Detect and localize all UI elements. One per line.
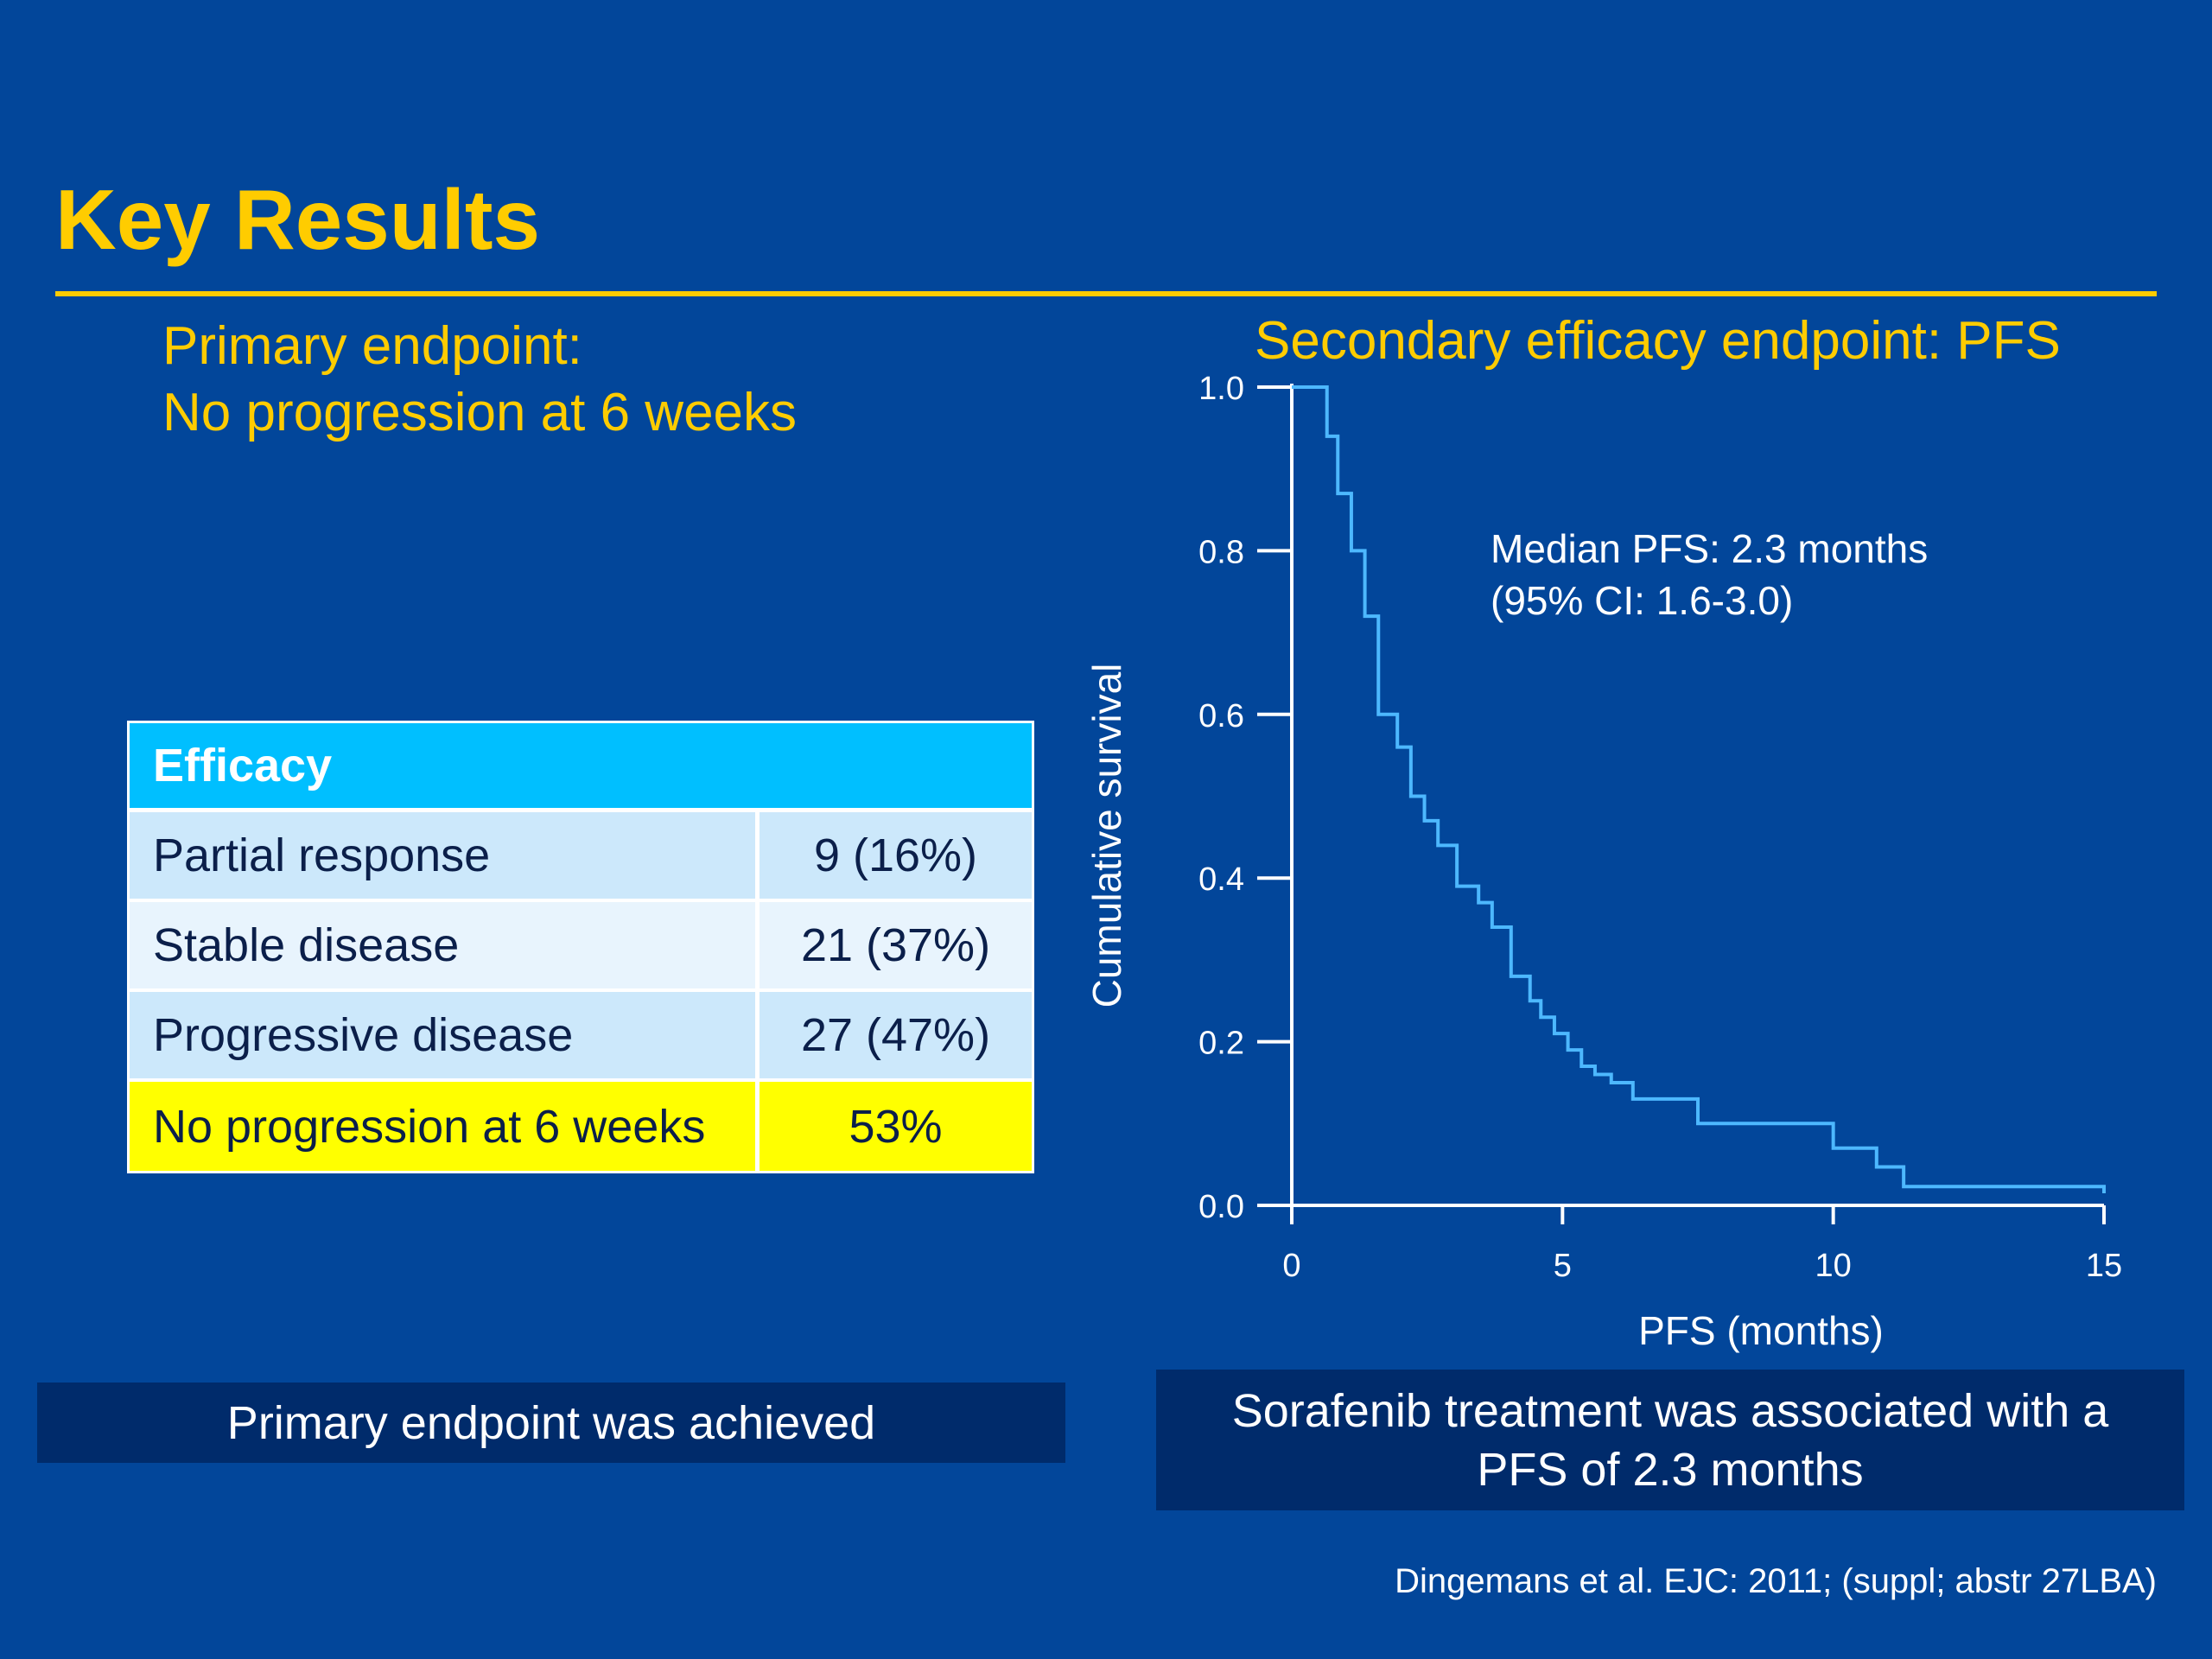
table-header-cell: Efficacy bbox=[153, 740, 333, 791]
primary-heading-line1: Primary endpoint: bbox=[162, 316, 582, 376]
row-label: No progression at 6 weeks bbox=[130, 1082, 755, 1171]
efficacy-table: Efficacy Partial response 9 (16%) Stable… bbox=[127, 721, 1034, 1173]
ci-annotation: (95% CI: 1.6-3.0) bbox=[1491, 578, 1793, 623]
y-tick-label: 0.0 bbox=[1198, 1189, 1244, 1225]
chart-axes bbox=[1257, 384, 2104, 1207]
callout-left-text: Primary endpoint was achieved bbox=[226, 1396, 876, 1449]
x-tick-label: 15 bbox=[2086, 1248, 2122, 1284]
table-header-row: Efficacy bbox=[130, 723, 1032, 808]
pfs-chart: 0.0 0.2 0.4 0.6 0.8 1.0 0 5 10 15 Median PFS: 2.3… bbox=[1089, 371, 2122, 1353]
row-value: 27 (47%) bbox=[760, 992, 1032, 1078]
chart-ticks bbox=[1257, 385, 2106, 1224]
x-tick-label: 0 bbox=[1282, 1248, 1300, 1284]
chart-tick-labels: 0.0 0.2 0.4 0.6 0.8 1.0 0 5 10 15 bbox=[1198, 371, 2122, 1284]
y-tick-label: 1.0 bbox=[1198, 371, 1244, 407]
row-label: Stable disease bbox=[130, 902, 755, 988]
median-pfs-annotation: Median PFS: 2.3 months bbox=[1491, 526, 1928, 571]
primary-endpoint-callout: Primary endpoint was achieved bbox=[37, 1382, 1065, 1463]
citation: Dingemans et al. EJC: 2011; (suppl; abst… bbox=[1395, 1562, 2157, 1600]
title-underline bbox=[55, 291, 2157, 296]
y-axis-label: Cumulative survival bbox=[1089, 664, 1129, 1008]
km-curve bbox=[1292, 385, 2106, 1193]
row-value: 21 (37%) bbox=[760, 902, 1032, 988]
table-row-highlight: No progression at 6 weeks 53% bbox=[130, 1082, 1032, 1171]
callout-right-line1: Sorafenib treatment was associated with … bbox=[1231, 1384, 2109, 1437]
x-tick-label: 5 bbox=[1554, 1248, 1572, 1284]
table-row: Partial response 9 (16%) bbox=[130, 812, 1032, 899]
x-axis-label: PFS (months) bbox=[1638, 1308, 1884, 1353]
x-tick-label: 10 bbox=[1815, 1248, 1852, 1284]
secondary-endpoint-heading: Secondary efficacy endpoint: PFS bbox=[1255, 311, 2061, 371]
primary-endpoint-heading: Primary endpoint: No progression at 6 we… bbox=[162, 313, 797, 446]
callout-right-line2: PFS of 2.3 months bbox=[1477, 1443, 1864, 1496]
slide-title: Key Results bbox=[55, 172, 541, 267]
y-tick-label: 0.6 bbox=[1198, 698, 1244, 734]
row-label: Progressive disease bbox=[130, 992, 755, 1078]
table-row: Progressive disease 27 (47%) bbox=[130, 992, 1032, 1078]
y-tick-label: 0.2 bbox=[1198, 1026, 1244, 1062]
pfs-callout: Sorafenib treatment was associated with … bbox=[1156, 1370, 2184, 1510]
y-tick-label: 0.8 bbox=[1198, 534, 1244, 570]
table-row: Stable disease 21 (37%) bbox=[130, 902, 1032, 988]
row-label: Partial response bbox=[130, 812, 755, 899]
row-value: 9 (16%) bbox=[760, 812, 1032, 899]
primary-heading-line2: No progression at 6 weeks bbox=[162, 383, 798, 442]
y-tick-label: 0.4 bbox=[1198, 861, 1244, 898]
row-value: 53% bbox=[760, 1082, 1032, 1171]
